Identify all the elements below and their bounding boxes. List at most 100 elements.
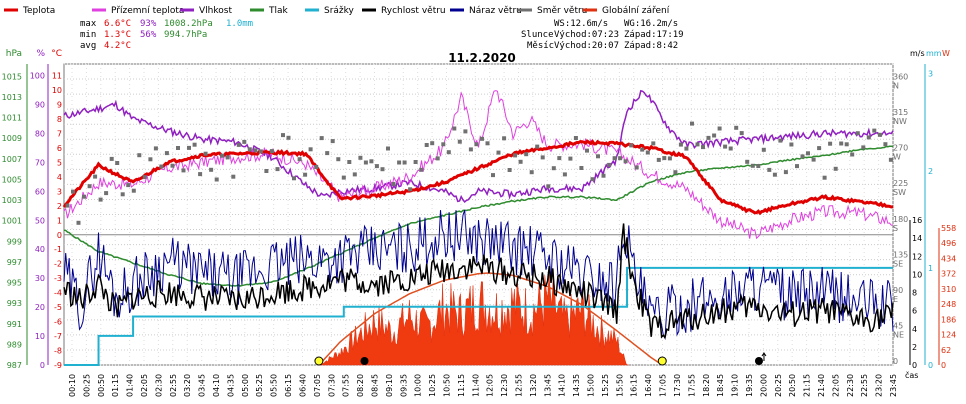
wind-dir-point bbox=[822, 175, 827, 180]
wind-dir-point bbox=[855, 131, 860, 136]
legend-item: Teplota bbox=[22, 6, 55, 16]
wind-dir-point bbox=[888, 157, 893, 162]
wind-dir-tick: 225 bbox=[893, 179, 908, 188]
watt-axis-tick: 310 bbox=[941, 285, 956, 294]
celsius-axis-tick: -6 bbox=[54, 318, 62, 327]
wind-dir-point bbox=[684, 146, 689, 151]
watt-axis-tick: 62 bbox=[941, 346, 951, 355]
wind-dir-point bbox=[170, 163, 175, 168]
x-tick-label: 22:05 bbox=[831, 374, 840, 397]
mm-axis-tick: 3 bbox=[928, 70, 933, 79]
hpa-axis-tick: 1013 bbox=[2, 93, 22, 102]
wind-dir-point bbox=[297, 157, 302, 162]
wind-dir-point bbox=[71, 189, 75, 194]
percent-axis-tick: 100 bbox=[30, 72, 45, 81]
wind-dir-point bbox=[319, 136, 324, 141]
wind-dir-point bbox=[507, 168, 512, 172]
wind-dir-point bbox=[115, 161, 120, 165]
series-prizemni-teplota bbox=[63, 90, 894, 240]
wind-dir-point bbox=[452, 126, 457, 131]
wind-dir-point bbox=[374, 164, 379, 169]
celsius-axis-tick: 8 bbox=[57, 115, 62, 124]
wind-dir-point bbox=[750, 163, 755, 168]
wind-dir-point bbox=[861, 145, 866, 150]
hpa-axis-tick: 991 bbox=[7, 320, 22, 329]
moonrise-marker bbox=[754, 357, 763, 365]
wind-dir-point bbox=[502, 136, 507, 141]
x-tick-label: 21:40 bbox=[817, 374, 826, 397]
wind-dir-point bbox=[623, 159, 628, 164]
wind-dir-point bbox=[269, 149, 274, 154]
wind-dir-point bbox=[513, 153, 518, 158]
wind-dir-point bbox=[883, 142, 888, 147]
x-tick-label: 20:50 bbox=[788, 374, 797, 397]
sunset-marker bbox=[657, 356, 667, 366]
wind-dir-point bbox=[109, 156, 114, 161]
celsius-axis-tick: -2 bbox=[54, 260, 62, 269]
wind-dir-point bbox=[678, 142, 683, 147]
ms-axis-tick: 12 bbox=[912, 252, 922, 261]
wind-dir-point bbox=[369, 159, 374, 164]
sun-label: Slunce bbox=[521, 30, 554, 40]
wind-dir-compass: NE bbox=[893, 330, 904, 339]
wind-dir-point bbox=[529, 170, 534, 175]
wind-dir-point bbox=[562, 172, 567, 177]
wind-dir-tick: 45 bbox=[893, 321, 903, 330]
wind-dir-point bbox=[690, 121, 694, 126]
x-tick-label: 09:35 bbox=[399, 374, 408, 397]
hpa-axis-tick: 1009 bbox=[2, 134, 22, 143]
wind-dir-point bbox=[723, 144, 728, 149]
wind-dir-point bbox=[717, 126, 722, 131]
wind-dir-point bbox=[325, 151, 330, 156]
x-tick-label: 23:45 bbox=[889, 374, 898, 397]
percent-axis-tick: 10 bbox=[35, 332, 45, 341]
legend-item: Srážky bbox=[324, 6, 355, 16]
watt-axis-tick: 496 bbox=[941, 239, 956, 248]
celsius-axis-tick: 5 bbox=[57, 158, 62, 167]
wind-dir-point bbox=[98, 197, 103, 202]
celsius-axis-tick: 4 bbox=[57, 173, 62, 182]
stats-ws: WS:12.6m/s bbox=[554, 19, 608, 29]
wind-dir-point bbox=[137, 153, 142, 158]
ms-axis-tick: 4 bbox=[912, 325, 917, 334]
ms-axis-tick: 0 bbox=[912, 361, 917, 370]
percent-axis-tick: 30 bbox=[35, 274, 45, 283]
wind-dir-point bbox=[579, 166, 584, 170]
x-tick-label: 04:10 bbox=[212, 374, 221, 397]
ms-axis-tick: 14 bbox=[912, 234, 922, 243]
x-tick-label: 19:35 bbox=[745, 374, 754, 397]
wind-dir-point bbox=[485, 141, 490, 146]
x-tick-label: 06:15 bbox=[284, 374, 293, 397]
watt-axis-label: W bbox=[942, 49, 950, 58]
x-tick-label: 17:30 bbox=[673, 374, 682, 397]
wind-dir-point bbox=[214, 177, 219, 182]
ms-axis-label: m/s bbox=[910, 49, 925, 58]
wind-dir-point bbox=[314, 165, 319, 169]
x-tick-label: 14:35 bbox=[572, 374, 581, 397]
sunset-time: Západ:17:19 bbox=[624, 30, 684, 40]
x-tick-label: 07:05 bbox=[313, 374, 322, 397]
chart-title: 11.2.2020 bbox=[448, 51, 516, 65]
x-tick-label: 01:40 bbox=[126, 374, 135, 397]
legend: Teplota Přízemní teplota Vlhkost Tlak Srážky… bbox=[4, 6, 670, 16]
wind-dir-point bbox=[739, 131, 744, 136]
wind-dir-point bbox=[441, 142, 446, 147]
wind-dir-point bbox=[281, 133, 285, 138]
wind-dir-point bbox=[596, 154, 600, 159]
celsius-axis-tick: 6 bbox=[57, 144, 62, 153]
ms-axis-tick: 16 bbox=[912, 216, 922, 225]
hpa-axis-tick: 1011 bbox=[2, 114, 22, 123]
stats-max-hum: 93% bbox=[140, 19, 157, 29]
series-rychlost-vetru bbox=[63, 223, 894, 340]
moonrise-arrow bbox=[761, 352, 767, 361]
wind-dir-point bbox=[524, 152, 529, 157]
wind-dir-point bbox=[198, 172, 203, 177]
wind-dir-point bbox=[667, 156, 672, 161]
wind-dir-point bbox=[491, 173, 495, 178]
stats-min-hum: 56% bbox=[140, 30, 157, 40]
stats-min-press: 994.7hPa bbox=[164, 30, 207, 40]
x-tick-label: 22:30 bbox=[846, 374, 855, 397]
wind-dir-point bbox=[789, 142, 794, 147]
percent-axis-tick: 60 bbox=[35, 187, 45, 196]
